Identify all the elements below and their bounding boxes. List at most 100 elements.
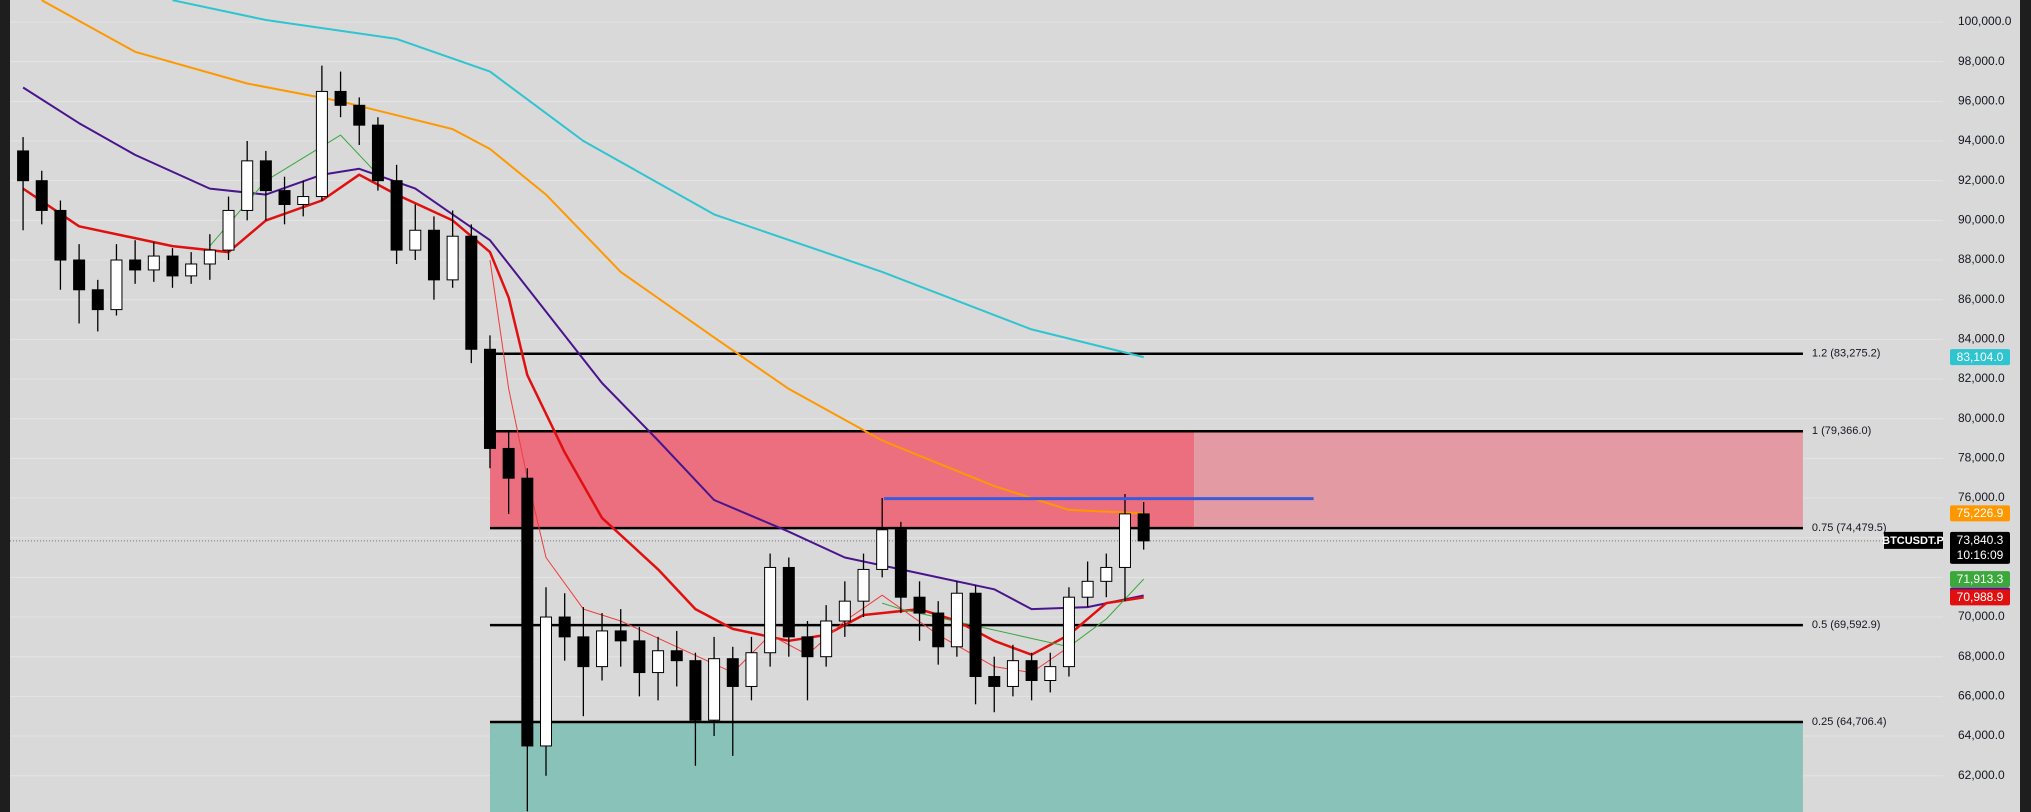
candle-body <box>988 676 1001 687</box>
candle-body <box>894 529 907 598</box>
symbol: BTCUSDT.P <box>1882 535 1944 547</box>
candle-body <box>633 640 646 674</box>
candle-body <box>726 658 739 687</box>
candle-body <box>185 263 198 277</box>
zone <box>489 722 1803 812</box>
countdown: 10:16:09 <box>1957 548 2004 562</box>
y-tick-label: 92,000.0 <box>1958 173 2005 187</box>
y-tick-label: 66,000.0 <box>1958 689 2005 703</box>
candle-body <box>54 209 67 261</box>
candle-body <box>129 259 142 271</box>
price-box-label: 70,988.9 <box>1957 590 2004 604</box>
y-tick-label: 68,000.0 <box>1958 649 2005 663</box>
last-price-label: 73,840.3 <box>1957 533 2004 547</box>
candle-body <box>390 180 403 251</box>
candle-body <box>409 229 422 251</box>
candle-body <box>502 447 515 479</box>
candle-body <box>764 566 777 654</box>
candle-body <box>801 636 814 658</box>
plot <box>10 0 1943 812</box>
candle-body <box>110 259 123 311</box>
zone <box>1194 431 1803 529</box>
candle-body <box>259 160 272 192</box>
price-box-label: 83,104.0 <box>1957 350 2004 364</box>
candle-body <box>73 259 86 291</box>
candle-body <box>820 620 833 658</box>
last-price-box <box>1950 531 2010 564</box>
price-box <box>1950 571 2010 588</box>
moving-average <box>41 0 1144 515</box>
candle-body <box>35 180 48 211</box>
candle-body <box>670 650 683 662</box>
y-tick-label: 84,000.0 <box>1958 332 2005 346</box>
fib-label: 1.2 (83,275.2) <box>1812 348 1881 360</box>
price-box-label: 71,913.3 <box>1957 572 2004 586</box>
candle-body <box>222 209 235 251</box>
price-axis: 62,000.0 64,000.0 66,000.0 68,000.0 70,000.0… <box>1812 14 2012 782</box>
fib-label: 0.75 (74,479.5) <box>1812 522 1887 534</box>
candle-body <box>1081 580 1094 598</box>
candle-body <box>465 235 478 350</box>
candle-body <box>1044 666 1057 682</box>
price-box <box>1950 589 2010 606</box>
candle-body <box>745 652 758 687</box>
y-tick-label: 90,000.0 <box>1958 213 2005 227</box>
candle-body <box>913 596 926 614</box>
y-tick-label: 80,000.0 <box>1958 411 2005 425</box>
grid <box>10 21 1943 777</box>
candle-body <box>950 592 963 648</box>
y-tick-label: 76,000.0 <box>1958 490 2005 504</box>
candle-body <box>708 658 721 721</box>
candle-body <box>241 160 254 211</box>
candle-body <box>483 348 496 449</box>
candle-body <box>1006 660 1019 687</box>
candle-body <box>577 636 590 668</box>
candle-body <box>278 190 291 205</box>
candle-body <box>614 630 627 642</box>
candle-body <box>446 235 459 281</box>
candle-body <box>1100 566 1113 582</box>
candle-body <box>147 255 160 271</box>
y-tick-label: 98,000.0 <box>1958 54 2005 68</box>
candle-body <box>427 229 440 281</box>
candle-body <box>596 630 609 668</box>
price-box-label: 75,226.9 <box>1957 506 2004 520</box>
price-box <box>1950 505 2010 522</box>
candle-body <box>371 124 384 182</box>
candle-body <box>521 477 534 747</box>
y-tick-label: 64,000.0 <box>1958 728 2005 742</box>
y-tick-label: 70,000.0 <box>1958 609 2005 623</box>
candle-body <box>782 566 795 638</box>
price-box <box>1950 349 2010 366</box>
candle-body <box>1137 513 1150 542</box>
candle-body <box>166 255 179 277</box>
candle-body <box>17 150 30 182</box>
moving-average <box>172 0 1144 359</box>
candle-body <box>297 196 310 205</box>
y-tick-label: 86,000.0 <box>1958 292 2005 306</box>
candle-body <box>689 660 702 721</box>
y-tick-label: 100,000.0 <box>1958 14 2012 28</box>
y-tick-label: 78,000.0 <box>1958 451 2005 465</box>
y-tick-label: 82,000.0 <box>1958 371 2005 385</box>
zones <box>489 431 1803 812</box>
moving-average <box>22 86 1144 611</box>
candle-body <box>1062 596 1075 668</box>
candle-body <box>558 616 571 638</box>
candle-body <box>932 612 945 648</box>
y-tick-label: 62,000.0 <box>1958 768 2005 782</box>
fib-label: 0.25 (64,706.4) <box>1812 716 1887 728</box>
candle-body <box>969 592 982 678</box>
y-tick-label: 96,000.0 <box>1958 94 2005 108</box>
fib-label: 0.5 (69,592.9) <box>1812 619 1881 631</box>
candle-body <box>857 568 870 602</box>
candle-body <box>91 289 104 311</box>
candle-body <box>1025 660 1038 682</box>
chart-background <box>10 0 2020 812</box>
candle-body <box>353 104 366 126</box>
fib-label: 1 (79,366.0) <box>1812 425 1871 437</box>
y-tick-label: 88,000.0 <box>1958 252 2005 266</box>
candle-body <box>876 529 889 570</box>
candle-body <box>315 90 328 198</box>
